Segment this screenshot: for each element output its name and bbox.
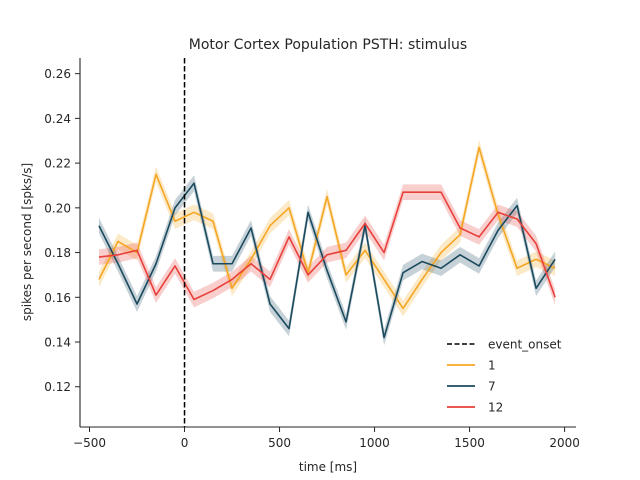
x-tick-label: 2000 bbox=[549, 436, 580, 450]
y-tick-label: 0.18 bbox=[44, 246, 71, 260]
y-tick-label: 0.20 bbox=[44, 201, 71, 215]
y-tick-label: 0.24 bbox=[44, 112, 71, 126]
series-lines bbox=[98, 146, 556, 339]
legend-label: event_onset bbox=[488, 338, 562, 352]
confidence-bands bbox=[99, 139, 556, 346]
axes bbox=[79, 58, 576, 428]
legend-label: 1 bbox=[488, 359, 496, 373]
y-ticks: 0.12 0.14 0.16 0.18 0.20 0.22 0.24 0.26 bbox=[44, 67, 80, 394]
x-tick-label: 1500 bbox=[454, 436, 485, 450]
series-12-line bbox=[98, 191, 556, 301]
series-7-line bbox=[98, 182, 556, 339]
y-tick-label: 0.14 bbox=[44, 336, 71, 350]
x-tick-label: 500 bbox=[268, 436, 291, 450]
legend: event_onset 1 7 12 bbox=[447, 338, 562, 415]
legend-label: 7 bbox=[488, 380, 496, 394]
chart-title: Motor Cortex Population PSTH: stimulus bbox=[189, 37, 467, 53]
legend-label: 12 bbox=[488, 401, 503, 415]
x-ticks: −500 0 500 1000 1500 2000 bbox=[73, 427, 580, 450]
series-1-line bbox=[98, 146, 556, 310]
x-tick-label: 1000 bbox=[359, 436, 390, 450]
y-tick-label: 0.16 bbox=[44, 291, 71, 305]
y-tick-label: 0.22 bbox=[44, 157, 71, 171]
y-tick-label: 0.26 bbox=[44, 67, 71, 81]
x-tick-label: 0 bbox=[181, 436, 189, 450]
y-axis-label: spikes per second [spks/s] bbox=[20, 163, 34, 321]
y-tick-label: 0.12 bbox=[44, 380, 71, 394]
series-7-band bbox=[99, 175, 556, 346]
x-tick-label: −500 bbox=[73, 436, 106, 450]
x-axis-label: time [ms] bbox=[299, 460, 357, 474]
